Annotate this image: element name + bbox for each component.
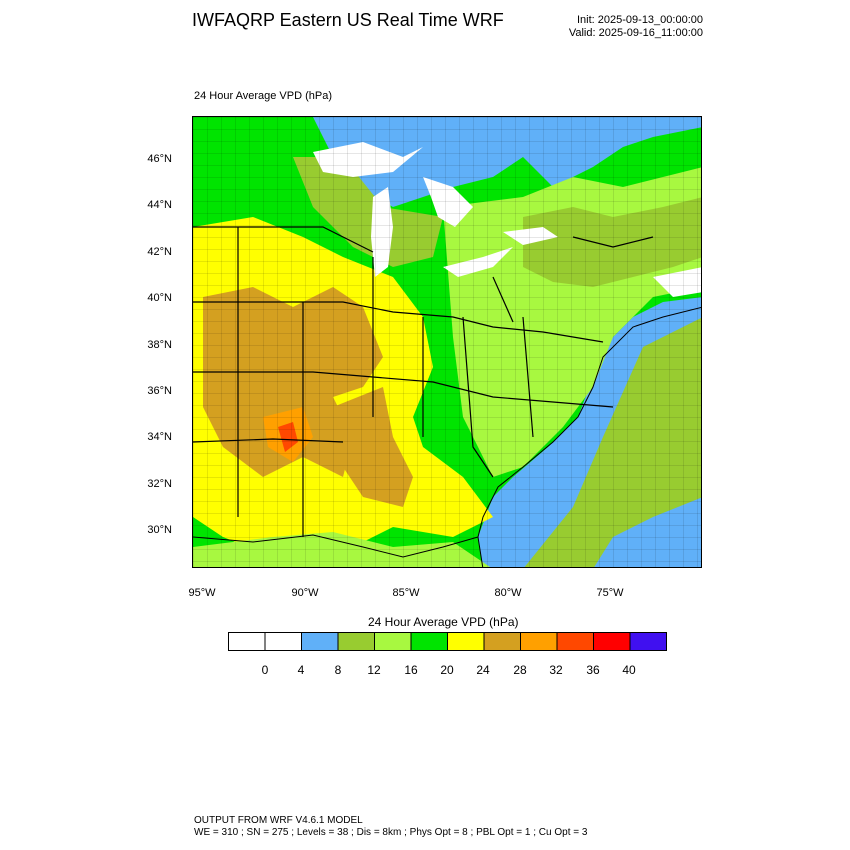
colorbar-tick-label: 0: [261, 663, 269, 677]
map-title: IWFAQRP Eastern US Real Time WRF: [192, 10, 504, 30]
colorbar: [228, 632, 667, 651]
colorbar-swatch: [374, 632, 412, 651]
init-time: Init: 2025-09-13_00:00:00: [577, 14, 703, 26]
lat-label: 44°N: [147, 199, 172, 211]
colorbar-tick-label: 4: [297, 663, 305, 677]
colorbar-tick-label: 32: [549, 663, 563, 677]
colorbar-swatch: [483, 632, 521, 651]
colorbar-tick-label: 36: [586, 663, 600, 677]
vpd-map: [192, 116, 702, 568]
map-canvas: [193, 117, 701, 567]
lon-label: 85°W: [392, 587, 420, 599]
lat-label: 46°N: [147, 153, 172, 165]
lon-label: 75°W: [596, 587, 624, 599]
field-label: 24 Hour Average VPD (hPa): [194, 90, 332, 102]
lon-label: 90°W: [291, 587, 319, 599]
lon-label: 95°W: [188, 587, 216, 599]
lat-label: 36°N: [147, 385, 172, 397]
colorbar-tick-label: 8: [334, 663, 342, 677]
footer-line-2: WE = 310 ; SN = 275 ; Levels = 38 ; Dis …: [194, 827, 588, 838]
run-times: Init: 2025-09-13_00:00:00 Valid: 2025-09…: [569, 14, 703, 40]
colorbar-tick-label: 16: [404, 663, 418, 677]
colorbar-swatch: [593, 632, 631, 651]
model-footer: OUTPUT FROM WRF V4.6.1 MODEL WE = 310 ; …: [194, 815, 587, 839]
valid-time: Valid: 2025-09-16_11:00:00: [568, 27, 703, 39]
lat-label: 32°N: [147, 478, 172, 490]
colorbar-swatch: [629, 632, 667, 651]
colorbar-swatch: [228, 632, 266, 651]
colorbar-swatch: [301, 632, 339, 651]
lat-label: 42°N: [147, 246, 172, 258]
colorbar-swatch: [520, 632, 558, 651]
colorbar-tick-label: 28: [513, 663, 527, 677]
lat-label: 34°N: [147, 431, 172, 443]
colorbar-tick-label: 12: [367, 663, 381, 677]
colorbar-swatch: [337, 632, 375, 651]
lat-label: 30°N: [147, 524, 172, 536]
colorbar-tick-label: 40: [622, 663, 636, 677]
colorbar-swatch: [556, 632, 594, 651]
lat-label: 38°N: [147, 339, 172, 351]
colorbar-title: 24 Hour Average VPD (hPa): [368, 615, 519, 629]
colorbar-tick-label: 20: [440, 663, 454, 677]
footer-line-1: OUTPUT FROM WRF V4.6.1 MODEL: [194, 815, 363, 826]
lon-label: 80°W: [494, 587, 522, 599]
colorbar-swatch: [410, 632, 448, 651]
colorbar-swatch: [264, 632, 302, 651]
lat-label: 40°N: [147, 292, 172, 304]
colorbar-swatch: [447, 632, 485, 651]
colorbar-tick-label: 24: [476, 663, 490, 677]
